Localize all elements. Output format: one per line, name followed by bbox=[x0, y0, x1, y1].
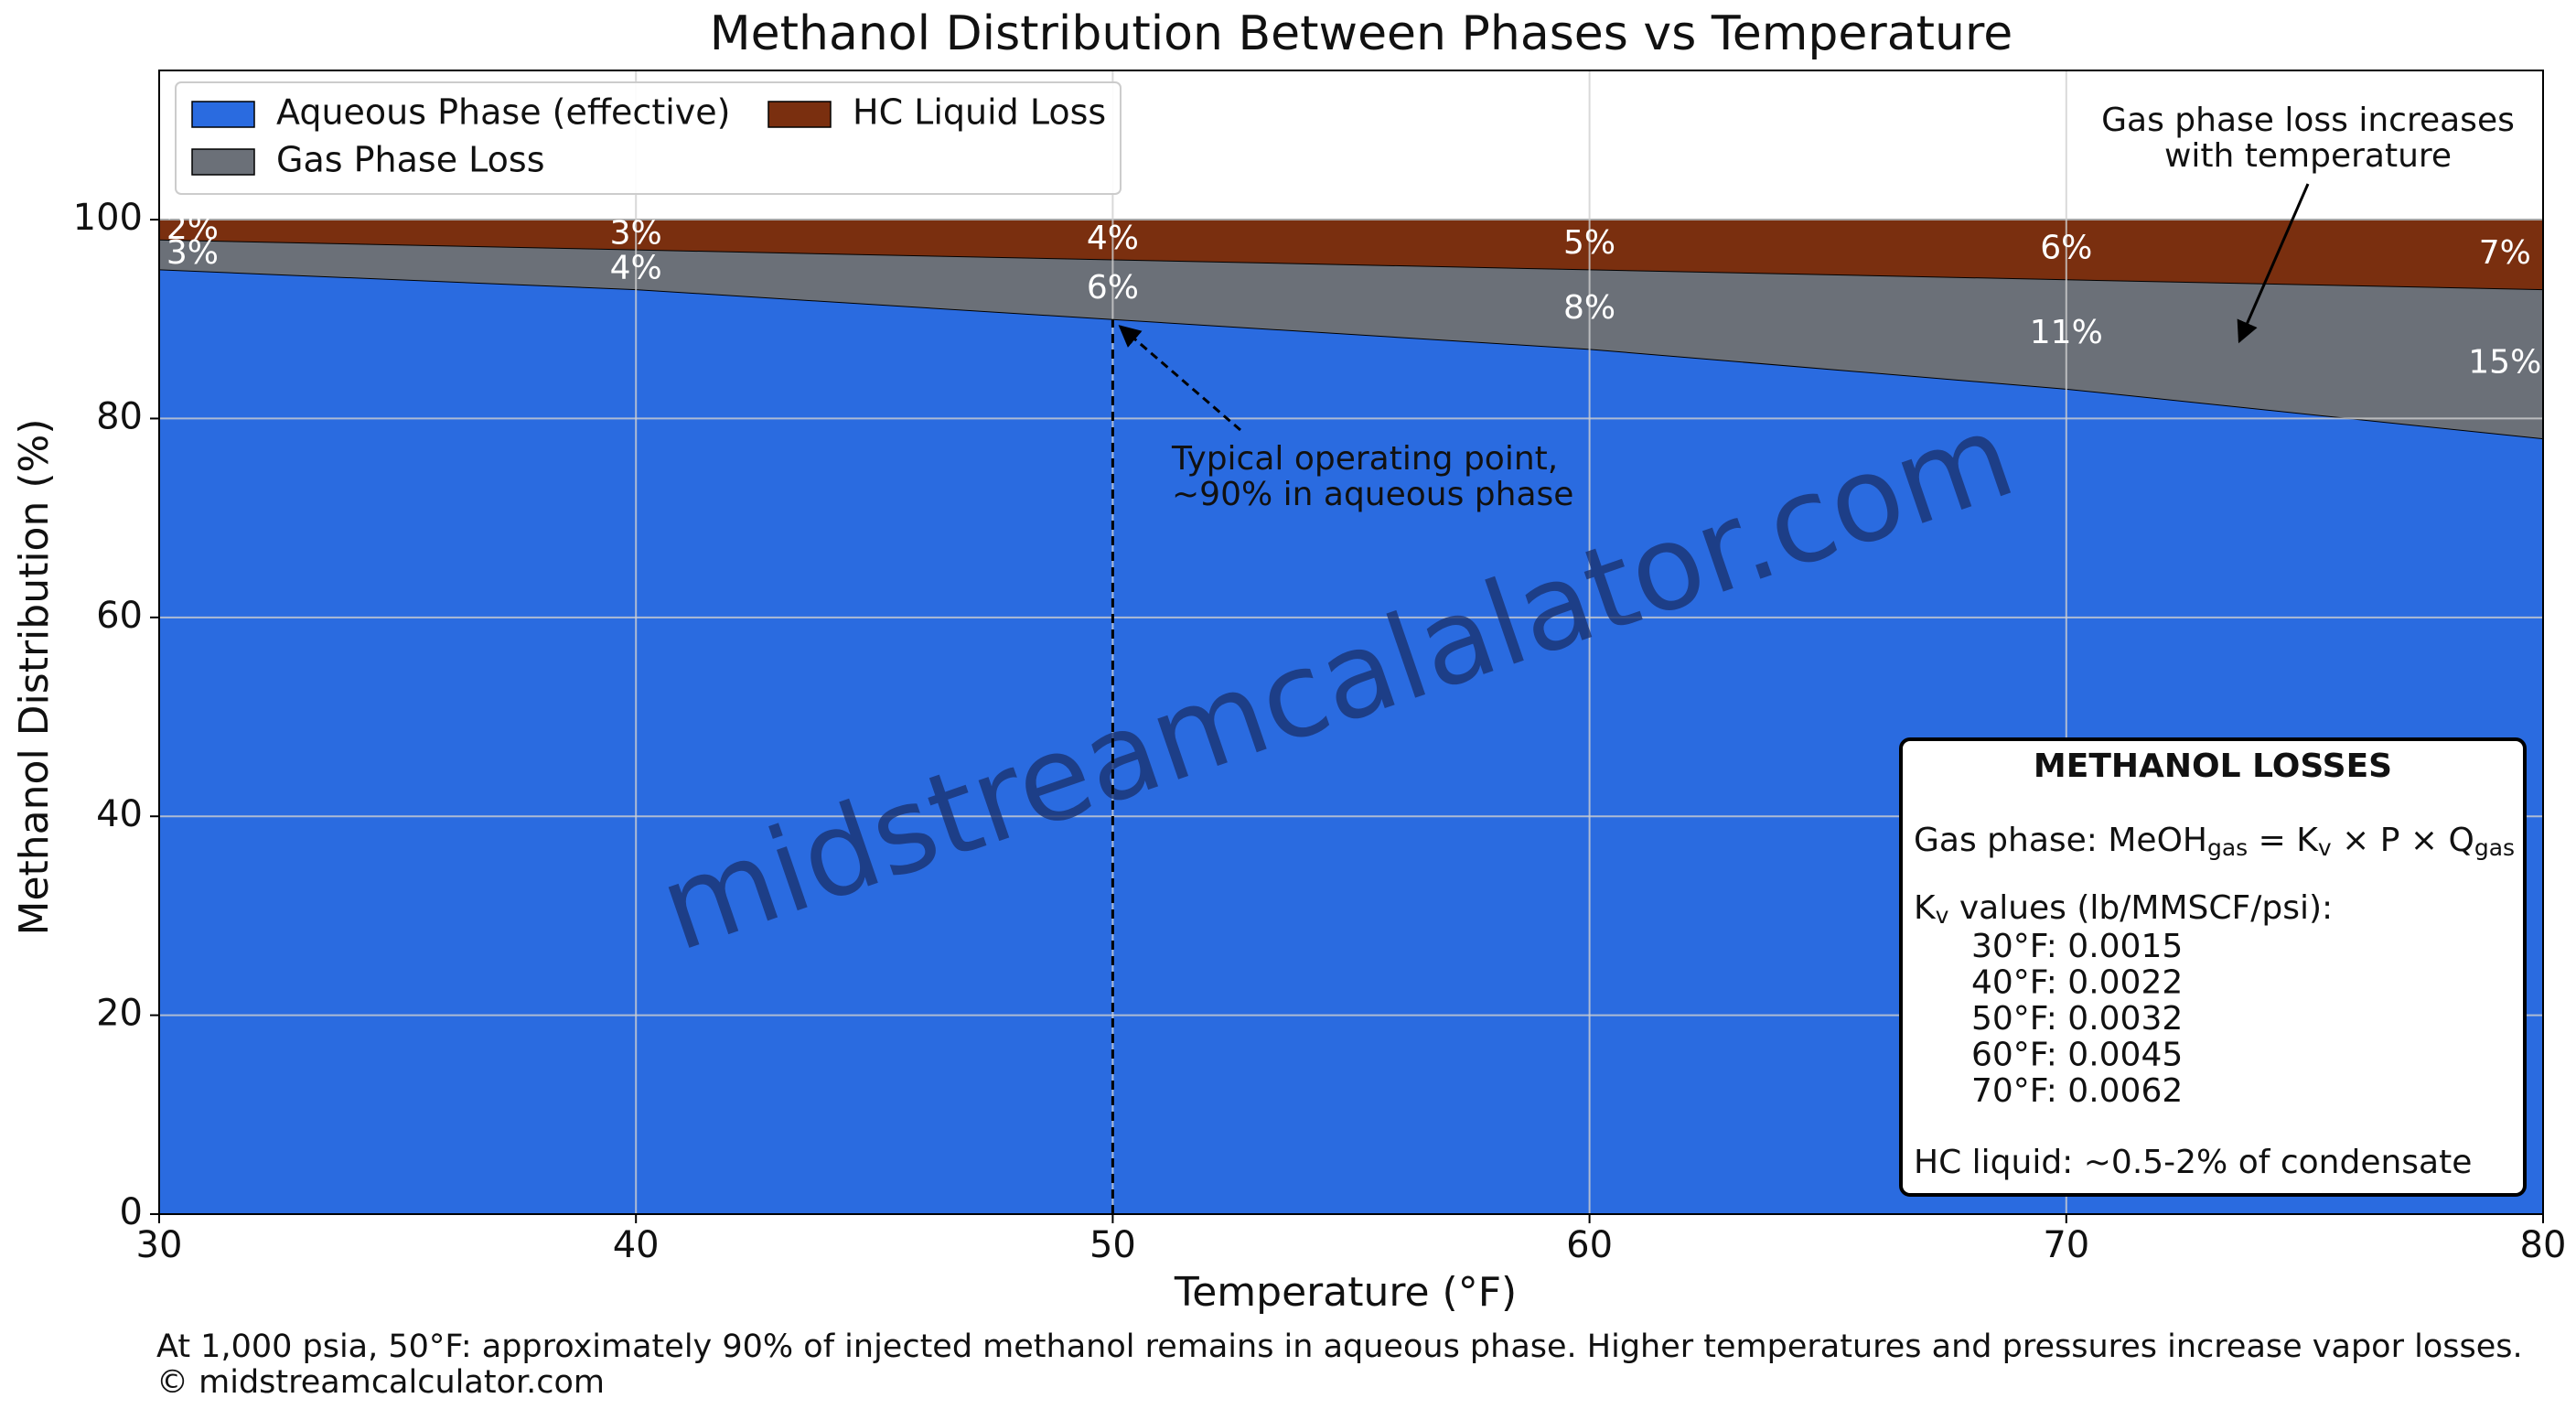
footer-copyright: © midstreamcalculator.com bbox=[156, 1364, 605, 1401]
data-label: 5% bbox=[1563, 224, 1615, 262]
data-label: 2% bbox=[166, 210, 219, 247]
data-label: 8% bbox=[1563, 289, 1615, 327]
annotation-text: ~90% in aqueous phase bbox=[1172, 476, 1573, 513]
data-label: 6% bbox=[1087, 269, 1139, 307]
x-tick-label: 50 bbox=[1089, 1224, 1136, 1266]
subscript: gas bbox=[2207, 834, 2248, 861]
legend-box bbox=[175, 81, 1122, 195]
annotation-text: with temperature bbox=[2164, 137, 2452, 175]
data-label: 3% bbox=[610, 214, 662, 252]
y-tick-label: 20 bbox=[96, 993, 143, 1035]
info-line: Kv values (lb/MMSCF/psi): bbox=[1914, 889, 2333, 929]
plot-frame bbox=[158, 70, 2544, 1215]
data-label: 15% bbox=[2468, 344, 2541, 382]
data-label: 4% bbox=[610, 249, 662, 286]
text-run: Gas phase: MeOH bbox=[1914, 822, 2207, 859]
y-tick-label: 80 bbox=[96, 395, 143, 437]
annotation-arrow bbox=[2237, 183, 2310, 344]
chart-title: Methanol Distribution Between Phases vs … bbox=[710, 6, 2012, 61]
data-label: 4% bbox=[1087, 220, 1139, 257]
y-tick-label: 40 bbox=[96, 793, 143, 835]
text-run: values (lb/MMSCF/psi): bbox=[1948, 889, 2333, 927]
area bbox=[159, 220, 2543, 290]
x-tick-label: 40 bbox=[613, 1224, 660, 1266]
data-label: 3% bbox=[166, 234, 219, 272]
x-axis-label: Temperature (°F) bbox=[1174, 1269, 1517, 1316]
legend-swatch bbox=[191, 101, 255, 128]
legend-label: Aqueous Phase (effective) bbox=[276, 92, 730, 133]
subscript: gas bbox=[2474, 834, 2515, 861]
legend-label: Gas Phase Loss bbox=[276, 140, 545, 180]
kv-value: 40°F: 0.0022 bbox=[1971, 964, 2183, 1002]
kv-value: 70°F: 0.0062 bbox=[1971, 1072, 2183, 1110]
subscript: v bbox=[2318, 834, 2332, 861]
subscript: v bbox=[1936, 902, 1949, 929]
y-axis-label: Methanol Distribution (%) bbox=[11, 419, 58, 936]
annotation-text: Gas phase loss increases bbox=[2101, 102, 2515, 139]
legend-swatch bbox=[191, 148, 255, 176]
footer-note: At 1,000 psia, 50°F: approximately 90% o… bbox=[156, 1328, 2523, 1365]
x-tick-label: 60 bbox=[1566, 1224, 1613, 1266]
kv-value: 60°F: 0.0045 bbox=[1971, 1037, 2183, 1074]
y-tick-label: 60 bbox=[96, 595, 143, 637]
legend-swatch bbox=[767, 101, 832, 128]
data-label: 11% bbox=[2030, 314, 2103, 351]
info-line: Gas phase: MeOHgas = Kv × P × Qgas bbox=[1914, 822, 2515, 861]
y-tick-label: 100 bbox=[73, 197, 143, 239]
kv-value: 50°F: 0.0032 bbox=[1971, 1000, 2183, 1038]
data-label: 7% bbox=[2479, 234, 2531, 272]
info-box bbox=[1899, 737, 2527, 1197]
data-label: 6% bbox=[2040, 230, 2092, 267]
text-run: × P × Q bbox=[2332, 822, 2474, 859]
annotation-text: Typical operating point, bbox=[1171, 440, 1558, 478]
area bbox=[159, 239, 2543, 439]
x-tick-label: 80 bbox=[2520, 1224, 2567, 1266]
info-line: HC liquid: ~0.5-2% of condensate bbox=[1914, 1144, 2472, 1181]
kv-value: 30°F: 0.0015 bbox=[1971, 928, 2183, 965]
x-tick-label: 30 bbox=[136, 1224, 183, 1266]
text-run: = K bbox=[2248, 822, 2319, 859]
info-title: METHANOL LOSSES bbox=[2034, 748, 2392, 785]
text-run: K bbox=[1914, 889, 1937, 927]
x-tick-label: 70 bbox=[2043, 1224, 2089, 1266]
y-tick-label: 0 bbox=[120, 1191, 143, 1233]
legend-label: HC Liquid Loss bbox=[853, 92, 1106, 133]
